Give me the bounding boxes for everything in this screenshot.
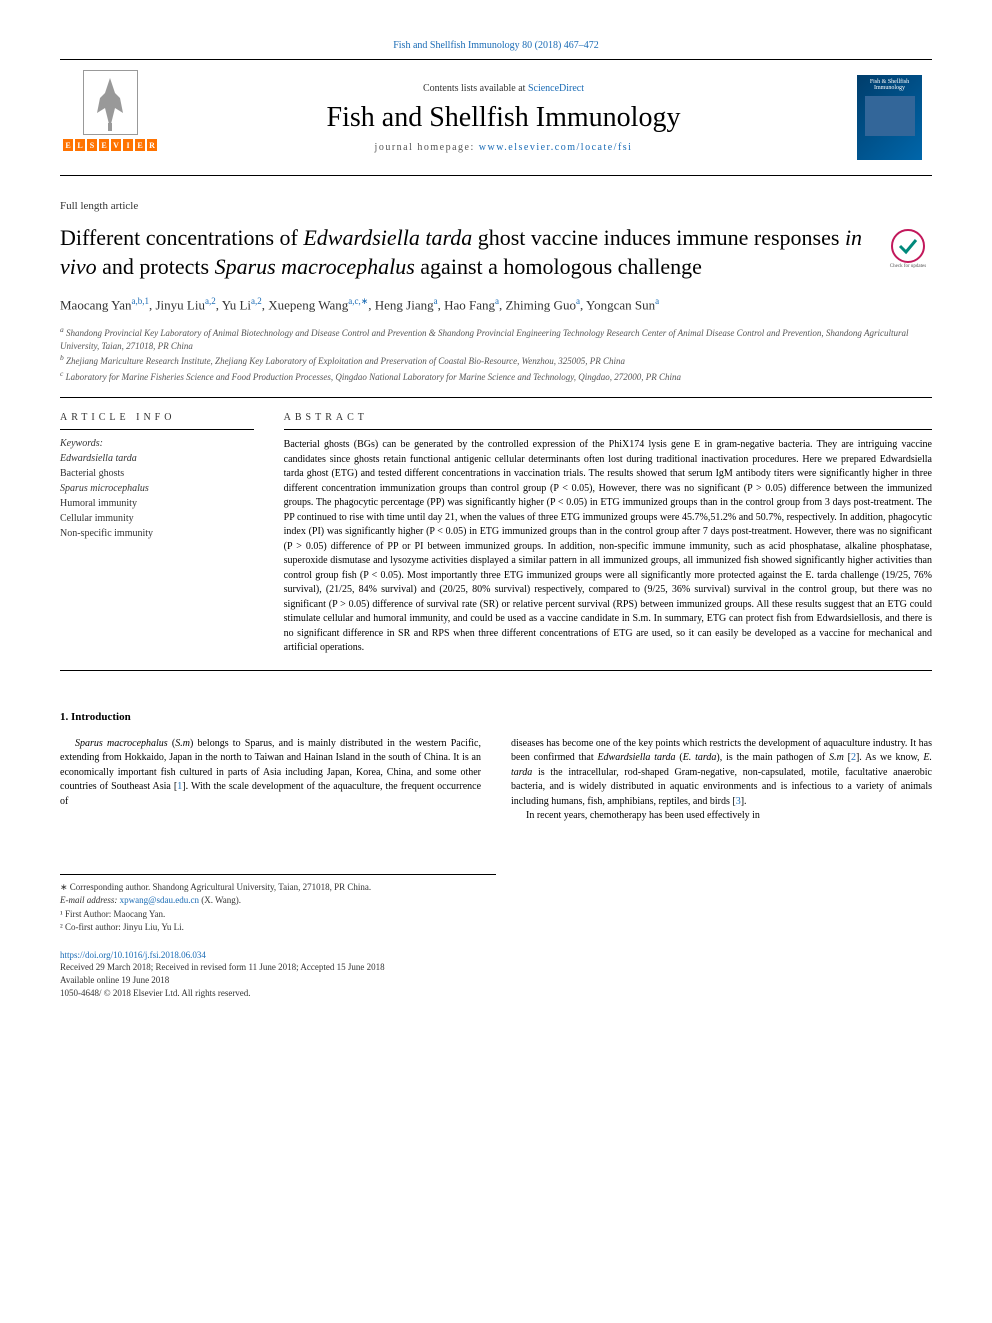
header-citation: Fish and Shellfish Immunology 80 (2018) … [60, 40, 932, 51]
divider [60, 670, 932, 671]
keywords-label: Keywords: [60, 438, 254, 449]
article-info-heading: ARTICLE INFO [60, 412, 254, 423]
sciencedirect-link[interactable]: ScienceDirect [528, 83, 584, 94]
doi-block: https://doi.org/10.1016/j.fsi.2018.06.03… [60, 949, 932, 999]
ref-3-link[interactable]: 3 [736, 796, 741, 807]
intro-heading: 1. Introduction [60, 711, 932, 723]
email-link[interactable]: xpwang@sdau.edu.cn [120, 895, 199, 905]
check-updates-badge[interactable]: Check for updates [884, 224, 932, 272]
homepage-link[interactable]: www.elsevier.com/locate/fsi [479, 142, 633, 153]
journal-header: ELSEVIER Contents lists available at Sci… [60, 59, 932, 176]
doi-link[interactable]: https://doi.org/10.1016/j.fsi.2018.06.03… [60, 950, 206, 960]
footnotes: ∗ Corresponding author. Shandong Agricul… [60, 874, 496, 935]
journal-title: Fish and Shellfish Immunology [150, 102, 857, 134]
ref-1-link[interactable]: 1 [177, 781, 182, 792]
keywords-list: Edwardsiella tardaBacterial ghostsSparus… [60, 451, 254, 541]
article-type: Full length article [60, 200, 932, 212]
homepage-line: journal homepage: www.elsevier.com/locat… [150, 142, 857, 153]
elsevier-text: ELSEVIER [63, 139, 157, 151]
affiliations: a Shandong Provincial Key Laboratory of … [60, 325, 932, 383]
ref-2-link[interactable]: 2 [851, 752, 856, 763]
intro-column-2: diseases has become one of the key point… [511, 737, 932, 824]
section-rule [284, 429, 932, 430]
journal-cover-thumbnail: Fish & Shellfish Immunology [857, 75, 922, 160]
paper-title: Different concentrations of Edwardsiella… [60, 224, 884, 281]
divider [60, 397, 932, 398]
section-rule [60, 429, 254, 430]
authors-list: Maocang Yana,b,1, Jinyu Liua,2, Yu Lia,2… [60, 295, 932, 315]
elsevier-logo: ELSEVIER [70, 70, 150, 165]
abstract-heading: ABSTRACT [284, 412, 932, 423]
elsevier-tree-icon [83, 70, 138, 135]
abstract-text: Bacterial ghosts (BGs) can be generated … [284, 438, 932, 656]
intro-column-1: Sparus macrocephalus (S.m) belongs to Sp… [60, 737, 481, 824]
contents-available: Contents lists available at ScienceDirec… [150, 83, 857, 94]
